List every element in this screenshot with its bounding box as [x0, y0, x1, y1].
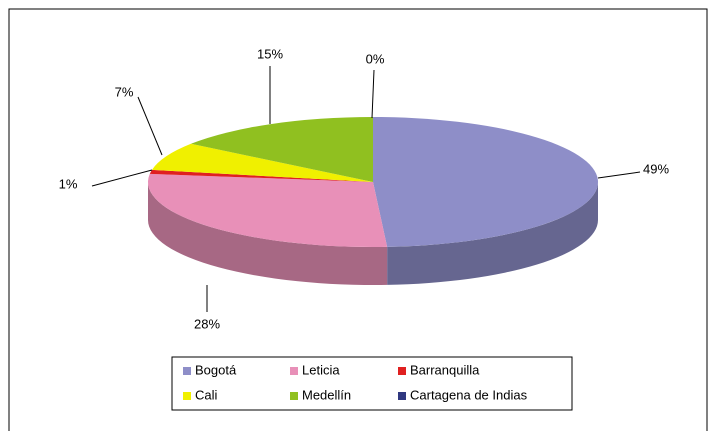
legend-label: Bogotá	[195, 362, 237, 377]
data-label: 7%	[115, 84, 134, 99]
leader-line	[597, 171, 641, 179]
legend-label: Barranquilla	[410, 362, 480, 377]
data-label: 0%	[366, 51, 385, 66]
legend-swatch	[398, 392, 406, 400]
pie-side	[387, 182, 598, 285]
legend-swatch	[183, 392, 191, 400]
pie-slice	[151, 143, 373, 182]
data-label: 49%	[643, 161, 669, 176]
legend-label: Cali	[195, 387, 218, 402]
leader-line	[137, 96, 163, 156]
legend-swatch	[290, 367, 298, 375]
legend-box	[171, 356, 573, 411]
legend-swatch	[398, 367, 406, 375]
pie-slice	[373, 116, 599, 247]
data-label: 28%	[194, 316, 220, 331]
legend-label: Leticia	[302, 362, 340, 377]
pie-slice	[190, 117, 373, 182]
legend-label: Medellín	[302, 387, 351, 402]
legend-swatch	[183, 367, 191, 375]
pie-slice	[147, 173, 388, 247]
leader-line	[91, 169, 153, 187]
data-label: 15%	[257, 46, 283, 61]
pie-side	[148, 182, 388, 285]
data-label: 1%	[59, 176, 78, 191]
leader-line	[371, 69, 375, 119]
legend-label: Cartagena de Indias	[410, 387, 528, 402]
pie-slice	[149, 169, 373, 182]
legend-swatch	[290, 392, 298, 400]
